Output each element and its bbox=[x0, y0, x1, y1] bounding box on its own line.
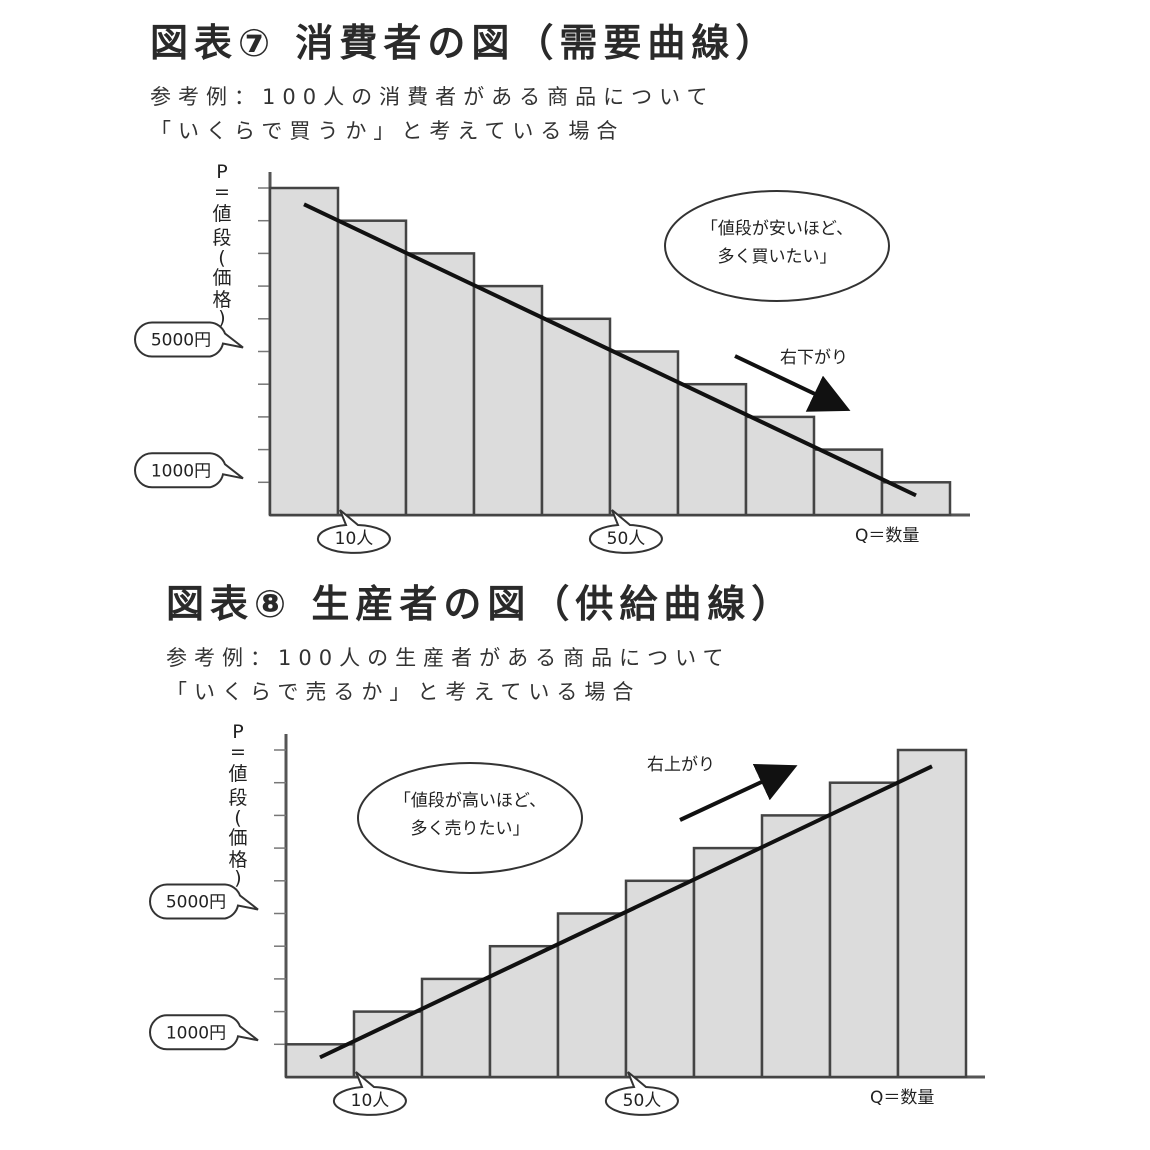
chart7-ylabel-char: ( bbox=[218, 247, 225, 269]
chart7-direction-arrow bbox=[734, 354, 851, 412]
chart8-ylabel: P = 値 段 ( 価 格 ) bbox=[228, 721, 247, 889]
chart8-plot: 5000円 1000円 10人 50人 bbox=[149, 734, 985, 1116]
chart8-ylabel-char: 格 bbox=[228, 849, 247, 871]
chart7-price-callout-label: 1000円 bbox=[151, 461, 211, 481]
chart7-quantity-callout-label: 50人 bbox=[607, 529, 646, 549]
chart7-speech-bubble bbox=[664, 190, 890, 302]
chart7-title: 図表⑦ 消費者の図（需要曲線） bbox=[150, 21, 779, 65]
chart8-ylabel-char: P bbox=[232, 721, 243, 743]
chart7-ylabel-char: 格 bbox=[212, 289, 231, 311]
chart8-ylabel-char: = bbox=[230, 741, 246, 763]
chart8-ylabel-char: 段 bbox=[228, 787, 247, 809]
chart8-price-callout-label: 5000円 bbox=[166, 893, 226, 913]
chart7-quantity-callout-label: 10人 bbox=[335, 529, 374, 549]
chart7-speech-line1: 「値段が安いほど、 bbox=[701, 219, 853, 239]
chart7-price-callout bbox=[134, 452, 244, 489]
chart8-trend-line bbox=[319, 764, 933, 1060]
chart7-bar bbox=[404, 252, 476, 517]
chart8-xlabel: Q＝数量 bbox=[870, 1088, 934, 1108]
chart7-ylabel-char: 価 bbox=[212, 267, 231, 289]
chart8-subtitle-line2: 「いくらで売るか」と考えている場合 bbox=[166, 680, 640, 704]
chart7-quantity-callout bbox=[588, 509, 663, 554]
chart8-subtitle-line1: 参考例：100人の生産者がある商品について bbox=[166, 646, 730, 670]
chart7-bar bbox=[336, 219, 408, 517]
chart8-bar bbox=[352, 1010, 424, 1079]
chart8-bar bbox=[828, 781, 900, 1079]
chart8-ylabel-char: ( bbox=[234, 807, 241, 829]
chart7-subtitle-line1: 参考例：100人の消費者がある商品について bbox=[150, 85, 714, 109]
chart8-speech-line1: 「値段が高いほど、 bbox=[394, 791, 546, 811]
chart8-bar bbox=[488, 944, 560, 1079]
chart7-bar bbox=[676, 382, 748, 517]
chart8-price-callout bbox=[149, 1014, 259, 1051]
chart7-bar bbox=[540, 317, 612, 517]
chart7-ylabel-char: ) bbox=[218, 307, 225, 329]
chart7-arrow-label: 右下がり bbox=[780, 348, 848, 368]
chart8-direction-arrow bbox=[679, 764, 798, 822]
chart8-ylabel-char: 値 bbox=[228, 763, 247, 785]
chart7-ylabel-char: 値 bbox=[212, 203, 231, 225]
chart8-bar bbox=[284, 1043, 356, 1079]
chart8-bar bbox=[760, 814, 832, 1079]
chart7-price-callout-label: 5000円 bbox=[151, 331, 211, 351]
chart7-plot: 5000円 1000円 10人 50人 bbox=[134, 172, 970, 554]
chart8-arrow-label: 右上がり bbox=[647, 755, 715, 775]
chart-marks: 5000円 1000円 10人 50人 5000円 1000円 10人 50人 bbox=[134, 172, 985, 1116]
chart8-ylabel-char: ) bbox=[234, 867, 241, 889]
chart7-bar bbox=[268, 186, 340, 517]
chart7-bar bbox=[812, 448, 884, 517]
chart8-bar bbox=[692, 846, 764, 1079]
chart7-bar bbox=[472, 284, 544, 517]
chart8-bar bbox=[624, 879, 696, 1079]
chart8-speech-line2: 多く売りたい」 bbox=[411, 819, 530, 839]
chart8-quantity-callout bbox=[332, 1071, 407, 1116]
chart8-price-callout bbox=[149, 883, 259, 920]
chart7-bar bbox=[880, 481, 952, 517]
chart8-bar bbox=[420, 977, 492, 1079]
chart8-ylabel-char: 価 bbox=[228, 827, 247, 849]
chart7-subtitle-line2: 「いくらで買うか」と考えている場合 bbox=[150, 119, 624, 143]
chart7-price-callout bbox=[134, 321, 244, 358]
chart7-trend-line bbox=[303, 202, 917, 498]
chart7-ylabel-char: = bbox=[214, 181, 230, 203]
chart8-speech-bubble bbox=[357, 762, 583, 874]
chart7-ylabel: P = 値 段 ( 価 格 ) bbox=[212, 161, 231, 329]
chart8-quantity-callout-label: 50人 bbox=[623, 1091, 662, 1111]
chart7-ylabel-char: 段 bbox=[212, 227, 231, 249]
chart8-title: 図表⑧ 生産者の図（供給曲線） bbox=[166, 582, 795, 626]
chart8-bar bbox=[896, 748, 968, 1079]
chart8-quantity-callout-label: 10人 bbox=[351, 1091, 390, 1111]
chart7-xlabel: Q＝数量 bbox=[855, 526, 919, 546]
chart8-quantity-callout bbox=[604, 1071, 679, 1116]
chart8-price-callout-label: 1000円 bbox=[166, 1023, 226, 1043]
chart7-quantity-callout bbox=[316, 509, 391, 554]
chart7-speech-line2: 多く買いたい」 bbox=[718, 247, 837, 267]
chart7-ylabel-char: P bbox=[216, 161, 227, 183]
